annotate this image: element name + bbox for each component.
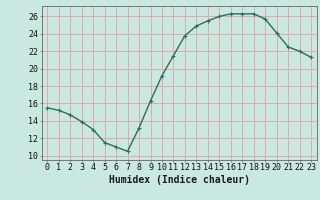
X-axis label: Humidex (Indice chaleur): Humidex (Indice chaleur) xyxy=(109,175,250,185)
